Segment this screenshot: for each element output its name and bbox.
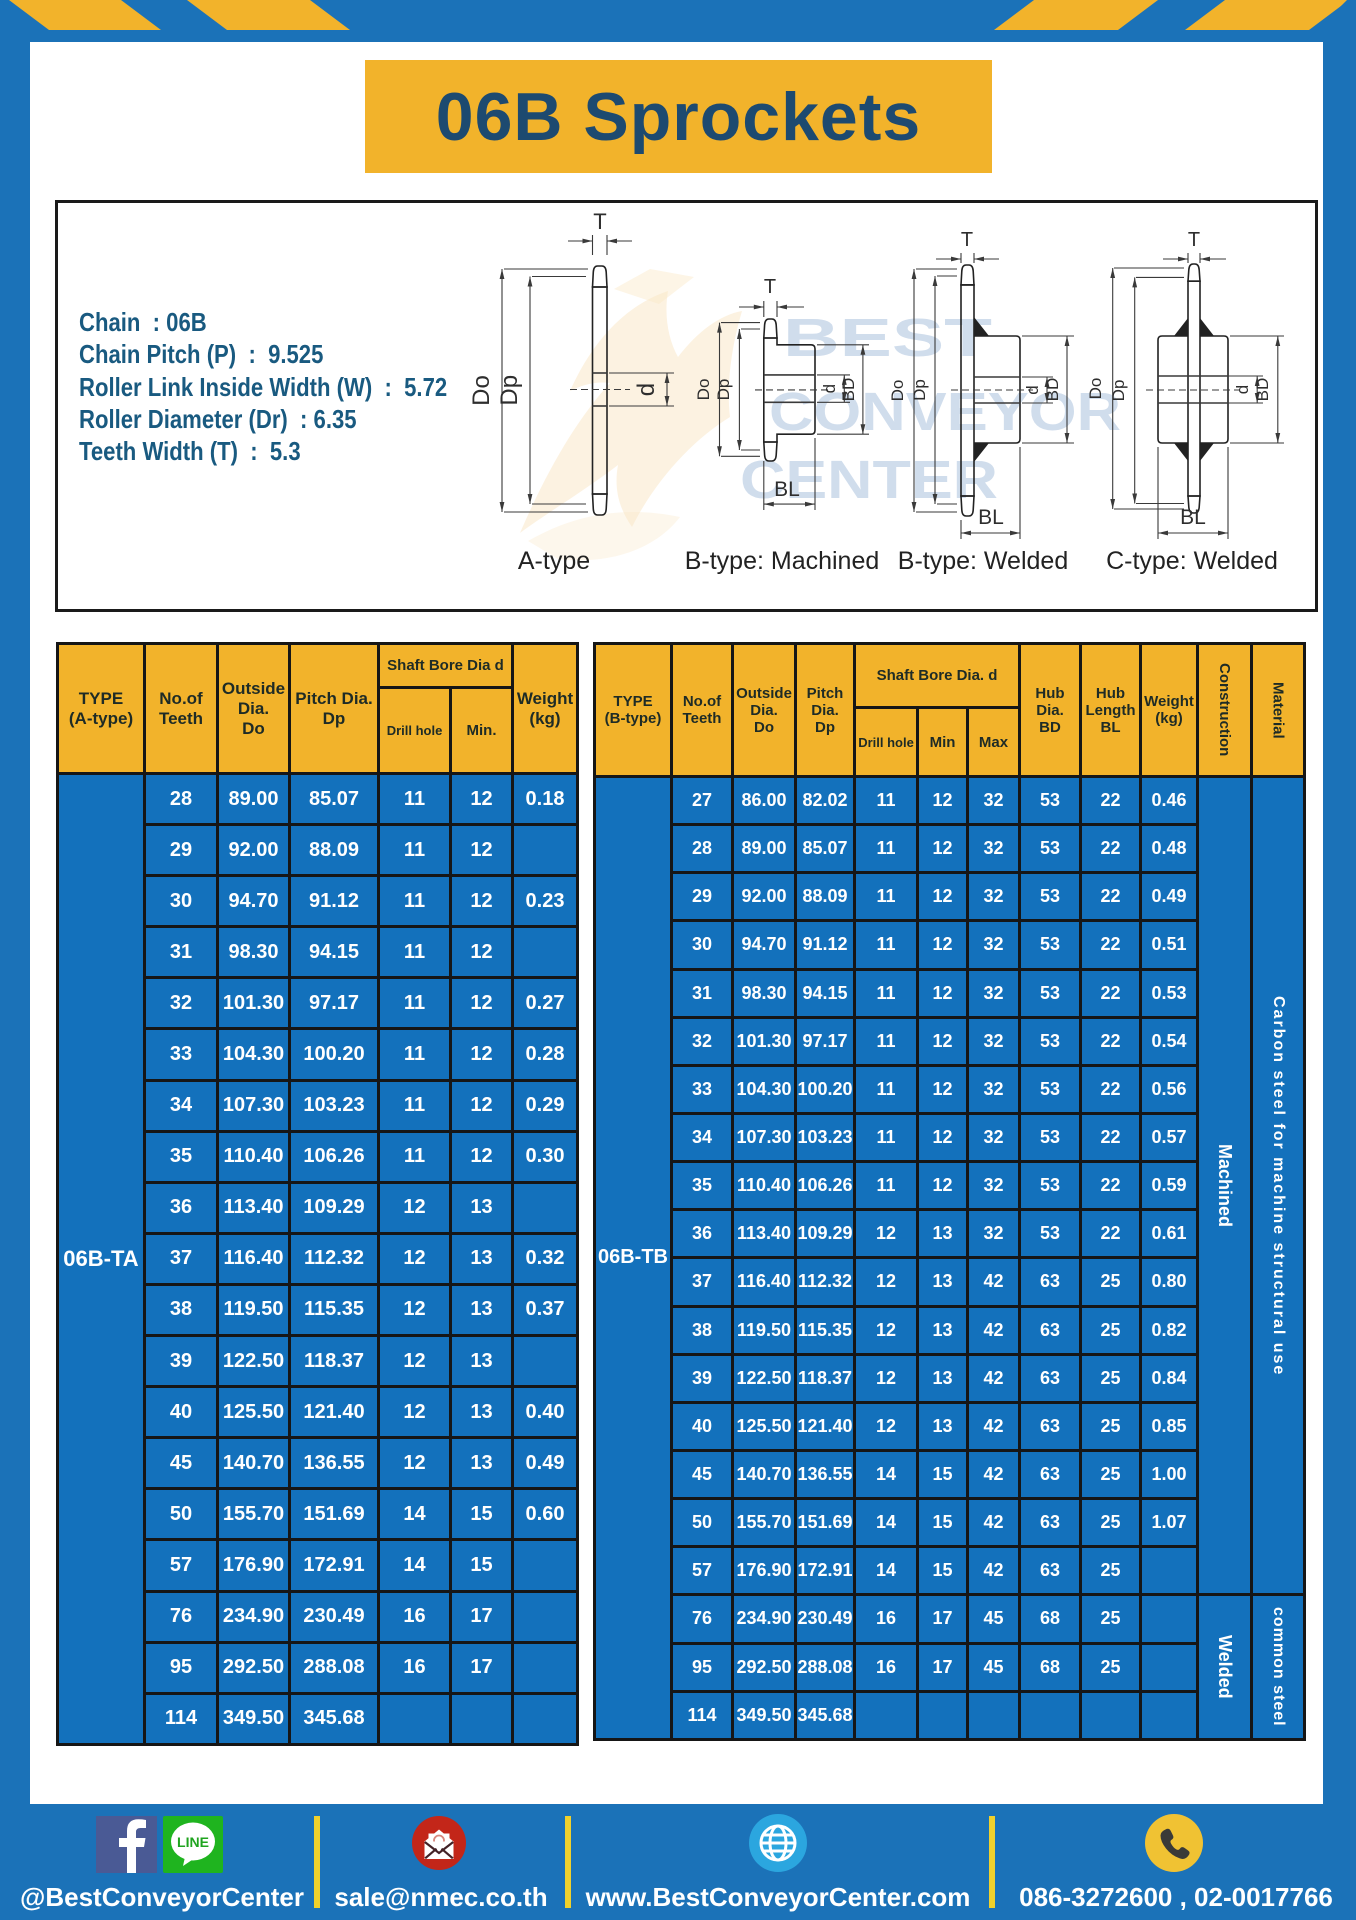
svg-text:d: d	[1233, 385, 1252, 394]
svg-text:Do: Do	[468, 375, 495, 406]
svg-text:BD: BD	[1043, 378, 1062, 402]
svg-text:CONVEYOR: CONVEYOR	[769, 382, 1121, 442]
svg-text:CENTER: CENTER	[740, 450, 998, 510]
svg-text:Dp: Dp	[714, 379, 733, 401]
svg-text:LINE: LINE	[177, 1834, 209, 1850]
svg-text:T: T	[593, 209, 606, 234]
svg-text:BL: BL	[1180, 506, 1206, 529]
svg-text:BD: BD	[839, 378, 858, 402]
svg-text:Do: Do	[694, 379, 713, 401]
svg-text:T: T	[961, 229, 973, 251]
svg-text:d: d	[633, 383, 660, 396]
svg-text:d: d	[1023, 385, 1042, 394]
svg-text:Dp: Dp	[496, 375, 523, 406]
svg-text:d: d	[820, 384, 839, 393]
svg-text:BEST: BEST	[783, 308, 992, 368]
svg-text:Do: Do	[888, 380, 907, 402]
svg-text:BL: BL	[774, 478, 800, 501]
svg-text:T: T	[1188, 229, 1200, 251]
svg-text:T: T	[764, 276, 776, 298]
svg-text:BL: BL	[978, 506, 1004, 529]
svg-text:Do: Do	[1086, 378, 1105, 400]
svg-text:BD: BD	[1253, 378, 1272, 402]
svg-text:Dp: Dp	[910, 379, 929, 401]
svg-text:Dp: Dp	[1109, 380, 1128, 402]
